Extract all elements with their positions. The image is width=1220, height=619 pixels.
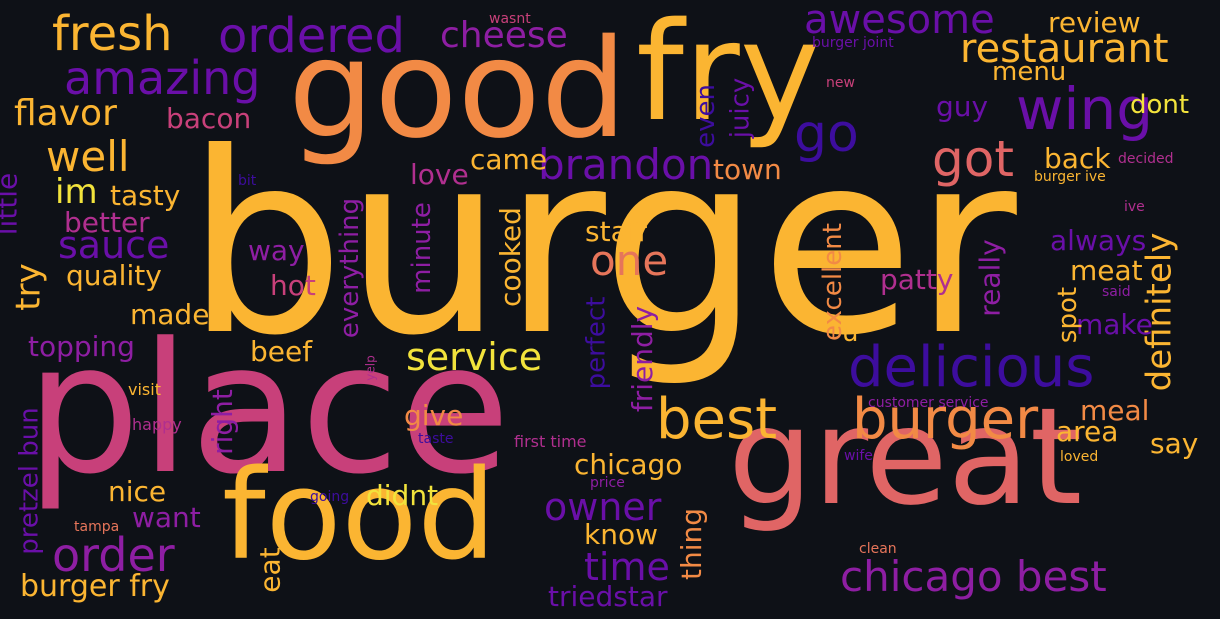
word-cooked: cooked (493, 207, 527, 307)
word-minute: minute (406, 202, 437, 294)
word-bacon: bacon (166, 102, 252, 135)
word-u: u (842, 318, 859, 348)
word-everything: everything (335, 197, 366, 339)
word-burger-ive: burger ive (1034, 169, 1106, 185)
word-sauce: sauce (58, 223, 170, 267)
word-try: try (8, 263, 49, 311)
word-always: always (1050, 224, 1147, 257)
word-way: way (248, 234, 305, 267)
word-food: food (222, 444, 497, 588)
word-happy: happy (132, 415, 182, 434)
word-eat: eat (253, 547, 287, 593)
word-staff: staff (585, 215, 648, 248)
word-say: say (1150, 427, 1199, 460)
word-dont: dont (1130, 90, 1190, 120)
word-back: back (1044, 142, 1111, 175)
word-burger: burger (852, 387, 1039, 452)
word-wing: wing (1016, 75, 1154, 143)
word-make: make (1076, 308, 1153, 341)
word-brandon: brandon (538, 140, 714, 189)
word-guy: guy (936, 90, 989, 123)
word-spot: spot (1053, 286, 1084, 344)
word-tasty: tasty (110, 179, 181, 212)
word-new: new (826, 75, 855, 91)
word-friendly: friendly (626, 305, 660, 413)
word-didnt: didnt (366, 479, 439, 512)
word-delicious: delicious (848, 335, 1095, 400)
word-patty: patty (880, 263, 954, 296)
word-first-time: first time (514, 432, 587, 451)
word-love: love (410, 158, 469, 191)
word-decided: decided (1118, 151, 1174, 167)
word-good: good (288, 11, 628, 169)
word-go: go (794, 104, 859, 164)
word-owner: owner (544, 485, 662, 529)
word-best: best (656, 387, 778, 452)
word-fry: fry (636, 0, 821, 152)
word-town: town (713, 153, 782, 186)
word-wife: wife (844, 448, 873, 464)
word-triedstar: triedstar (548, 580, 668, 613)
word-wasnt: wasnt (489, 11, 531, 27)
word-amazing: amazing (64, 51, 261, 105)
word-area: area (1056, 415, 1119, 448)
word-yelp: yelp (363, 355, 378, 381)
word-flavor: flavor (14, 93, 117, 134)
word-chicago: chicago (574, 448, 683, 481)
word-meal: meal (1080, 394, 1150, 427)
word-order: order (52, 528, 175, 582)
word-got: got (932, 130, 1014, 188)
word-great: great (728, 379, 1083, 535)
word-price: price (590, 475, 625, 491)
word-meat: meat (1070, 254, 1143, 287)
word-going: going (310, 489, 350, 505)
word-review: review (1048, 6, 1141, 39)
word-pretzel-bun: pretzel bun (14, 407, 45, 555)
word-topping: topping (28, 330, 135, 363)
word-juicy: juicy (725, 77, 756, 139)
word-time: time (584, 545, 670, 589)
word-perfect: perfect (581, 296, 612, 390)
word-restaurant: restaurant (960, 26, 1169, 72)
word-burger-joint: burger joint (812, 35, 894, 51)
word-menu: menu (992, 57, 1067, 87)
word-hot: hot (270, 269, 316, 302)
word-one: one (590, 236, 669, 285)
word-want: want (132, 501, 201, 534)
word-beef: beef (250, 335, 313, 368)
word-cheese: cheese (440, 15, 568, 56)
word-said: said (1102, 284, 1131, 300)
word-better: better (64, 206, 150, 239)
word-right: right (205, 389, 239, 455)
word-thing: thing (675, 507, 709, 581)
word-bit: bit (238, 173, 257, 189)
word-give: give (404, 399, 464, 432)
word-ive: ive (1124, 199, 1145, 215)
word-taste: taste (418, 431, 454, 447)
word-clean: clean (859, 541, 897, 557)
word-really: really (973, 239, 1007, 317)
word-quality: quality (66, 259, 162, 292)
word-little: little (0, 172, 24, 236)
word-fresh: fresh (52, 6, 173, 62)
word-burger-fry: burger fry (20, 569, 170, 604)
word-ordered: ordered (218, 8, 405, 64)
word-tampa: tampa (74, 519, 120, 535)
word-im: im (55, 172, 98, 212)
word-loved: loved (1060, 449, 1099, 465)
word-know: know (584, 518, 658, 551)
word-even: even (690, 84, 721, 148)
word-chicago-best: chicago best (840, 552, 1107, 601)
word-well: well (46, 132, 130, 181)
word-visit: visit (128, 380, 161, 399)
word-nice: nice (108, 475, 167, 508)
word-customer-service: customer service (868, 395, 989, 411)
word-burger: burger (186, 99, 1017, 390)
word-place: place (26, 305, 511, 514)
word-service: service (406, 335, 543, 379)
word-came: came (470, 143, 548, 176)
word-made: made (130, 298, 210, 331)
word-awesome: awesome (804, 0, 995, 43)
